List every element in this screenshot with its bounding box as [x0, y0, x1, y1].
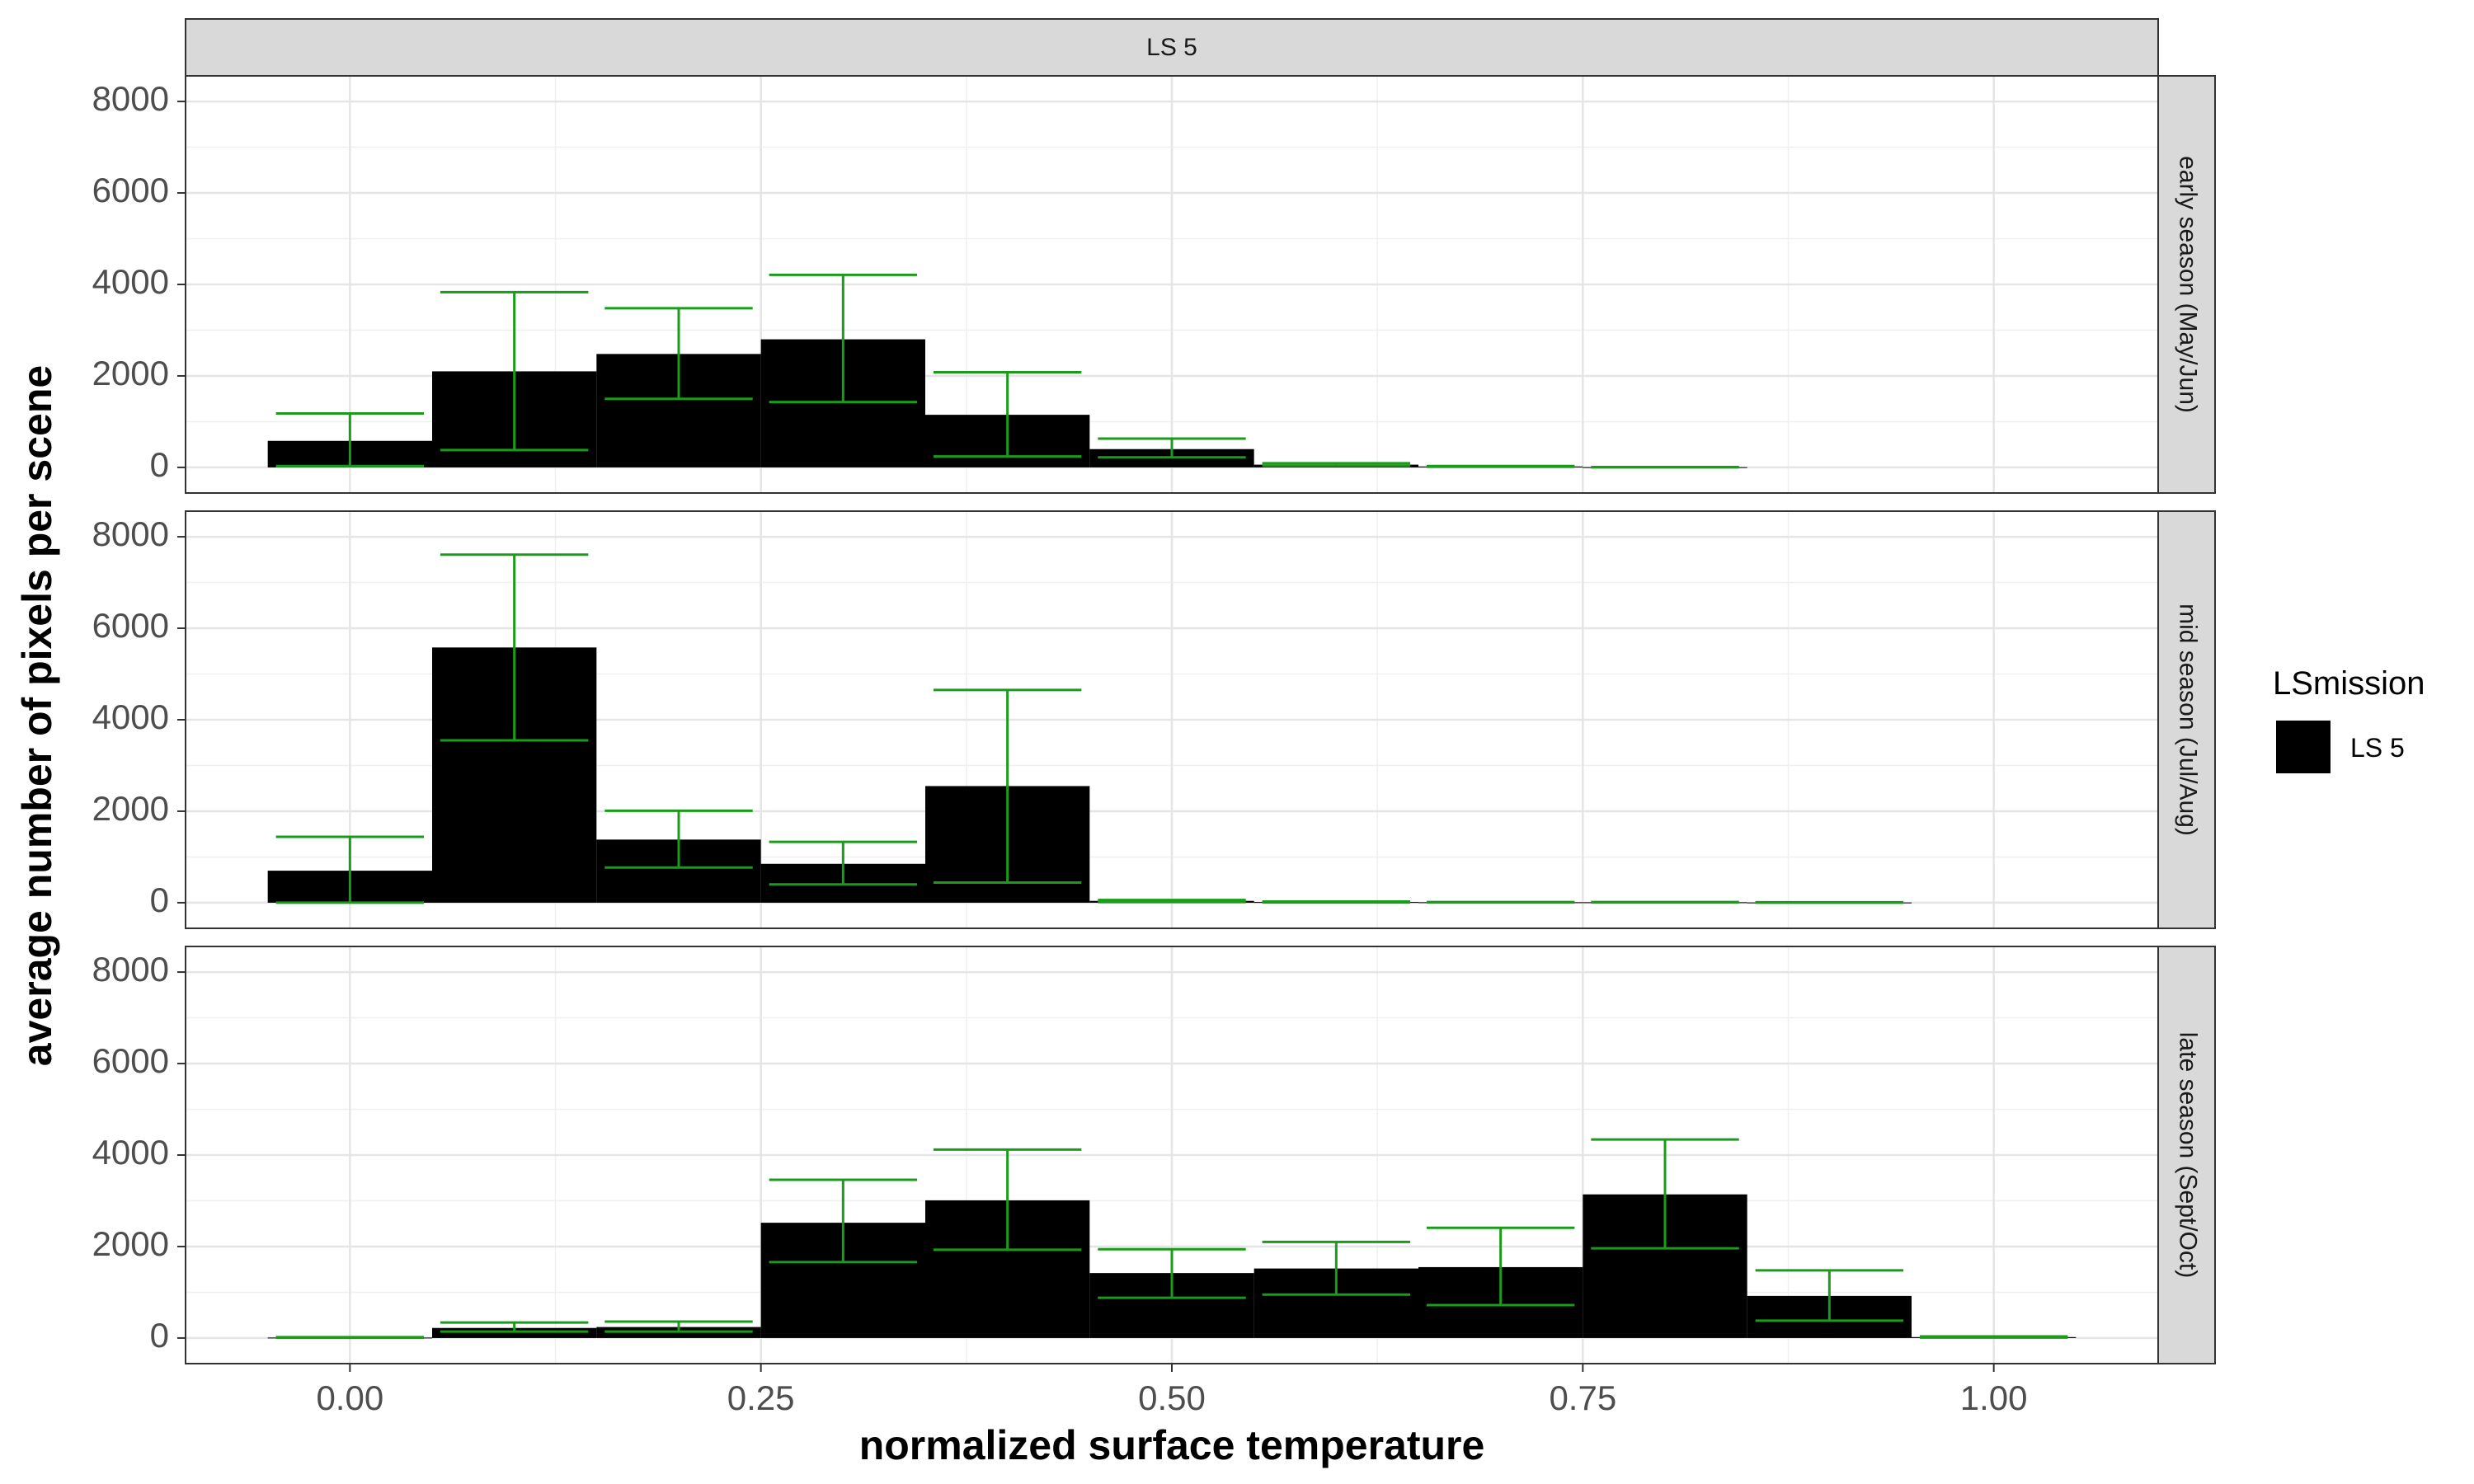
error-bar	[1262, 1240, 1411, 1296]
error-bar	[275, 835, 425, 904]
y-tick-label: 8000	[92, 79, 169, 118]
error-bar	[1098, 899, 1246, 904]
error-bar	[1426, 464, 1575, 468]
x-axis-title: normalized surface temperature	[859, 1422, 1485, 1468]
legend-label-ls5: LS 5	[2350, 733, 2405, 763]
x-axis-ticks: 0.00 0.25 0.50 0.75 1.00	[316, 1364, 2028, 1417]
error-bar	[769, 840, 918, 886]
y-tick-label: 8000	[92, 950, 169, 989]
error-bar	[769, 1178, 918, 1264]
legend-title: LSmission	[2273, 665, 2425, 702]
error-bar	[1426, 1226, 1575, 1307]
y-tick-label: 0	[150, 881, 169, 919]
y-tick-label: 2000	[92, 354, 169, 392]
y-tick-label: 6000	[92, 606, 169, 645]
legend: LSmission LS 5	[2273, 665, 2425, 773]
y-tick-label: 6000	[92, 171, 169, 209]
error-bar	[933, 371, 1082, 458]
error-bar	[1919, 1335, 2068, 1339]
error-bar	[604, 307, 753, 401]
errorbars-layer	[275, 273, 2068, 1340]
row-strip-background	[2157, 946, 2216, 1364]
y-tick-label: 6000	[92, 1041, 169, 1080]
error-bar	[933, 688, 1082, 885]
row-strip-background	[2157, 510, 2216, 929]
y-tick-label: 2000	[92, 789, 169, 828]
x-tick-label: 0.50	[1138, 1378, 1206, 1417]
error-bar	[1098, 437, 1246, 459]
y-tick-label: 8000	[92, 514, 169, 553]
error-bar	[440, 290, 589, 452]
y-tick-label: 0	[150, 1316, 169, 1355]
y-axis-ticks: 0 2000 4000 6000 8000 0 2000 4000 6000 8000 0 2000 4…	[92, 79, 186, 1355]
error-bar	[440, 553, 589, 742]
facet-strips: LS 5 early season (May/Jun) mid season (J…	[185, 18, 2216, 1364]
error-bar	[1426, 900, 1575, 904]
y-tick-label: 4000	[92, 262, 169, 301]
y-tick-label: 0	[150, 445, 169, 484]
row-strip-label: late season (Sept/Oct)	[2175, 1032, 2202, 1278]
legend-key-ls5	[2276, 721, 2331, 773]
error-bar	[1755, 1269, 1904, 1322]
top-strip-label: LS 5	[1146, 34, 1197, 61]
y-axis-title: average number of pixels per scene	[14, 365, 60, 1066]
row-strip-label: early season (May/Jun)	[2175, 156, 2202, 413]
error-bar	[604, 1320, 753, 1333]
x-tick-label: 1.00	[1960, 1378, 2028, 1417]
x-tick-label: 0.75	[1549, 1378, 1616, 1417]
y-tick-label: 2000	[92, 1224, 169, 1263]
error-bar	[1262, 900, 1411, 904]
x-tick-label: 0.25	[727, 1378, 795, 1417]
error-bar	[1591, 1138, 1739, 1250]
row-strip-label: mid season (Jul/Aug)	[2175, 603, 2202, 836]
x-tick-label: 0.00	[316, 1378, 383, 1417]
error-bar	[275, 1336, 425, 1340]
error-bar	[1262, 462, 1411, 467]
top-strip-background	[185, 18, 2159, 77]
error-bar	[604, 809, 753, 869]
y-tick-label: 4000	[92, 697, 169, 736]
error-bar	[440, 1321, 589, 1333]
error-bar	[275, 411, 425, 467]
error-bar	[933, 1148, 1082, 1252]
error-bar	[1098, 1247, 1246, 1299]
error-bar	[1591, 900, 1739, 904]
row-strip-background	[2157, 75, 2216, 494]
y-tick-label: 4000	[92, 1133, 169, 1172]
error-bar	[769, 273, 918, 404]
